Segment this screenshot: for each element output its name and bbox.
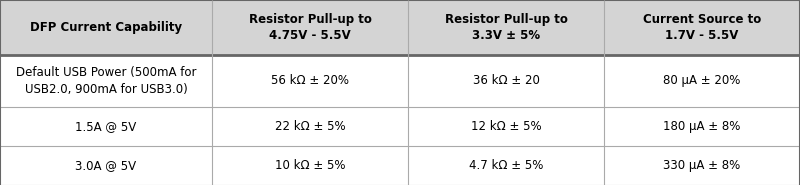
Text: 10 kΩ ± 5%: 10 kΩ ± 5% <box>274 159 346 172</box>
Text: Resistor Pull-up to
3.3V ± 5%: Resistor Pull-up to 3.3V ± 5% <box>445 13 567 42</box>
Text: 180 μA ± 8%: 180 μA ± 8% <box>663 120 741 133</box>
Bar <box>0 107 212 146</box>
Bar <box>408 55 604 107</box>
Text: 3.0A @ 5V: 3.0A @ 5V <box>75 159 137 172</box>
Bar <box>0 0 212 55</box>
Text: 36 kΩ ± 20: 36 kΩ ± 20 <box>473 74 539 88</box>
Text: Default USB Power (500mA for
USB2.0, 900mA for USB3.0): Default USB Power (500mA for USB2.0, 900… <box>16 66 196 96</box>
Bar <box>408 146 604 185</box>
Text: Resistor Pull-up to
4.75V - 5.5V: Resistor Pull-up to 4.75V - 5.5V <box>249 13 371 42</box>
Bar <box>212 55 408 107</box>
Bar <box>408 0 604 55</box>
Bar <box>604 107 800 146</box>
Bar <box>212 0 408 55</box>
Bar <box>212 107 408 146</box>
Text: Current Source to
1.7V - 5.5V: Current Source to 1.7V - 5.5V <box>643 13 761 42</box>
Text: 330 μA ± 8%: 330 μA ± 8% <box>663 159 741 172</box>
Text: 12 kΩ ± 5%: 12 kΩ ± 5% <box>470 120 542 133</box>
Text: 1.5A @ 5V: 1.5A @ 5V <box>75 120 137 133</box>
Text: 22 kΩ ± 5%: 22 kΩ ± 5% <box>274 120 346 133</box>
Bar <box>604 0 800 55</box>
Text: DFP Current Capability: DFP Current Capability <box>30 21 182 34</box>
Bar <box>604 55 800 107</box>
Bar <box>408 107 604 146</box>
Bar <box>0 146 212 185</box>
Bar <box>0 55 212 107</box>
Text: 56 kΩ ± 20%: 56 kΩ ± 20% <box>271 74 349 88</box>
Text: 4.7 kΩ ± 5%: 4.7 kΩ ± 5% <box>469 159 543 172</box>
Bar <box>212 146 408 185</box>
Bar <box>604 146 800 185</box>
Text: 80 μA ± 20%: 80 μA ± 20% <box>663 74 741 88</box>
